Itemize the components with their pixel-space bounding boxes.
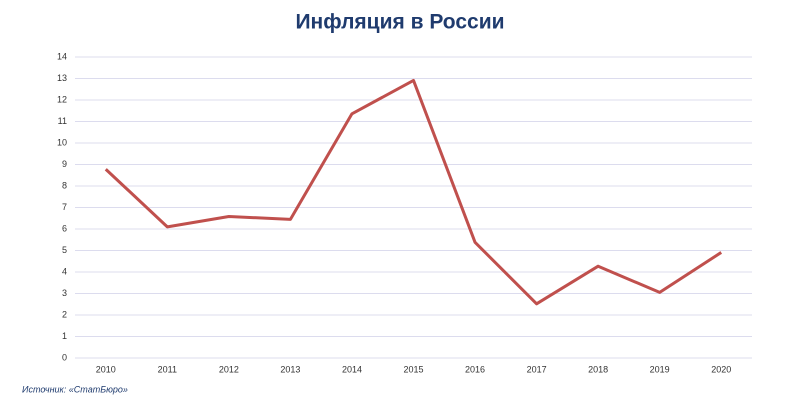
y-tick-label: 2 bbox=[62, 309, 67, 319]
x-tick-label: 2014 bbox=[342, 364, 362, 374]
x-tick-label: 2015 bbox=[403, 364, 423, 374]
y-tick-label: 4 bbox=[62, 266, 67, 276]
x-tick-label: 2010 bbox=[96, 364, 116, 374]
y-tick-label: 5 bbox=[62, 245, 67, 255]
y-tick-label: 9 bbox=[62, 159, 67, 169]
x-tick-label: 2011 bbox=[158, 364, 177, 374]
x-tick-label: 2019 bbox=[650, 364, 670, 374]
chart-title: Инфляция в России bbox=[295, 11, 504, 34]
x-tick-label: 2018 bbox=[588, 364, 608, 374]
x-tick-label: 2016 bbox=[465, 364, 485, 374]
y-tick-label: 1 bbox=[62, 331, 67, 341]
y-tick-label: 6 bbox=[62, 223, 67, 233]
y-tick-label: 7 bbox=[62, 202, 67, 212]
data-line bbox=[104, 78, 723, 306]
y-tick-label: 3 bbox=[62, 288, 67, 298]
y-tick-label: 8 bbox=[62, 180, 67, 190]
x-tick-label: 2017 bbox=[527, 364, 547, 374]
x-tick-label: 2012 bbox=[219, 364, 239, 374]
y-tick-label: 14 bbox=[57, 51, 67, 61]
x-tick-label: 2013 bbox=[280, 364, 300, 374]
y-tick-label: 0 bbox=[62, 352, 67, 362]
y-tick-label: 12 bbox=[57, 94, 67, 104]
y-tick-label: 10 bbox=[57, 137, 67, 147]
y-tick-label: 11 bbox=[58, 116, 67, 126]
source-note: Источник: «СтатБюро» bbox=[22, 384, 128, 394]
y-tick-label: 13 bbox=[57, 73, 67, 83]
x-tick-label: 2020 bbox=[711, 364, 731, 374]
